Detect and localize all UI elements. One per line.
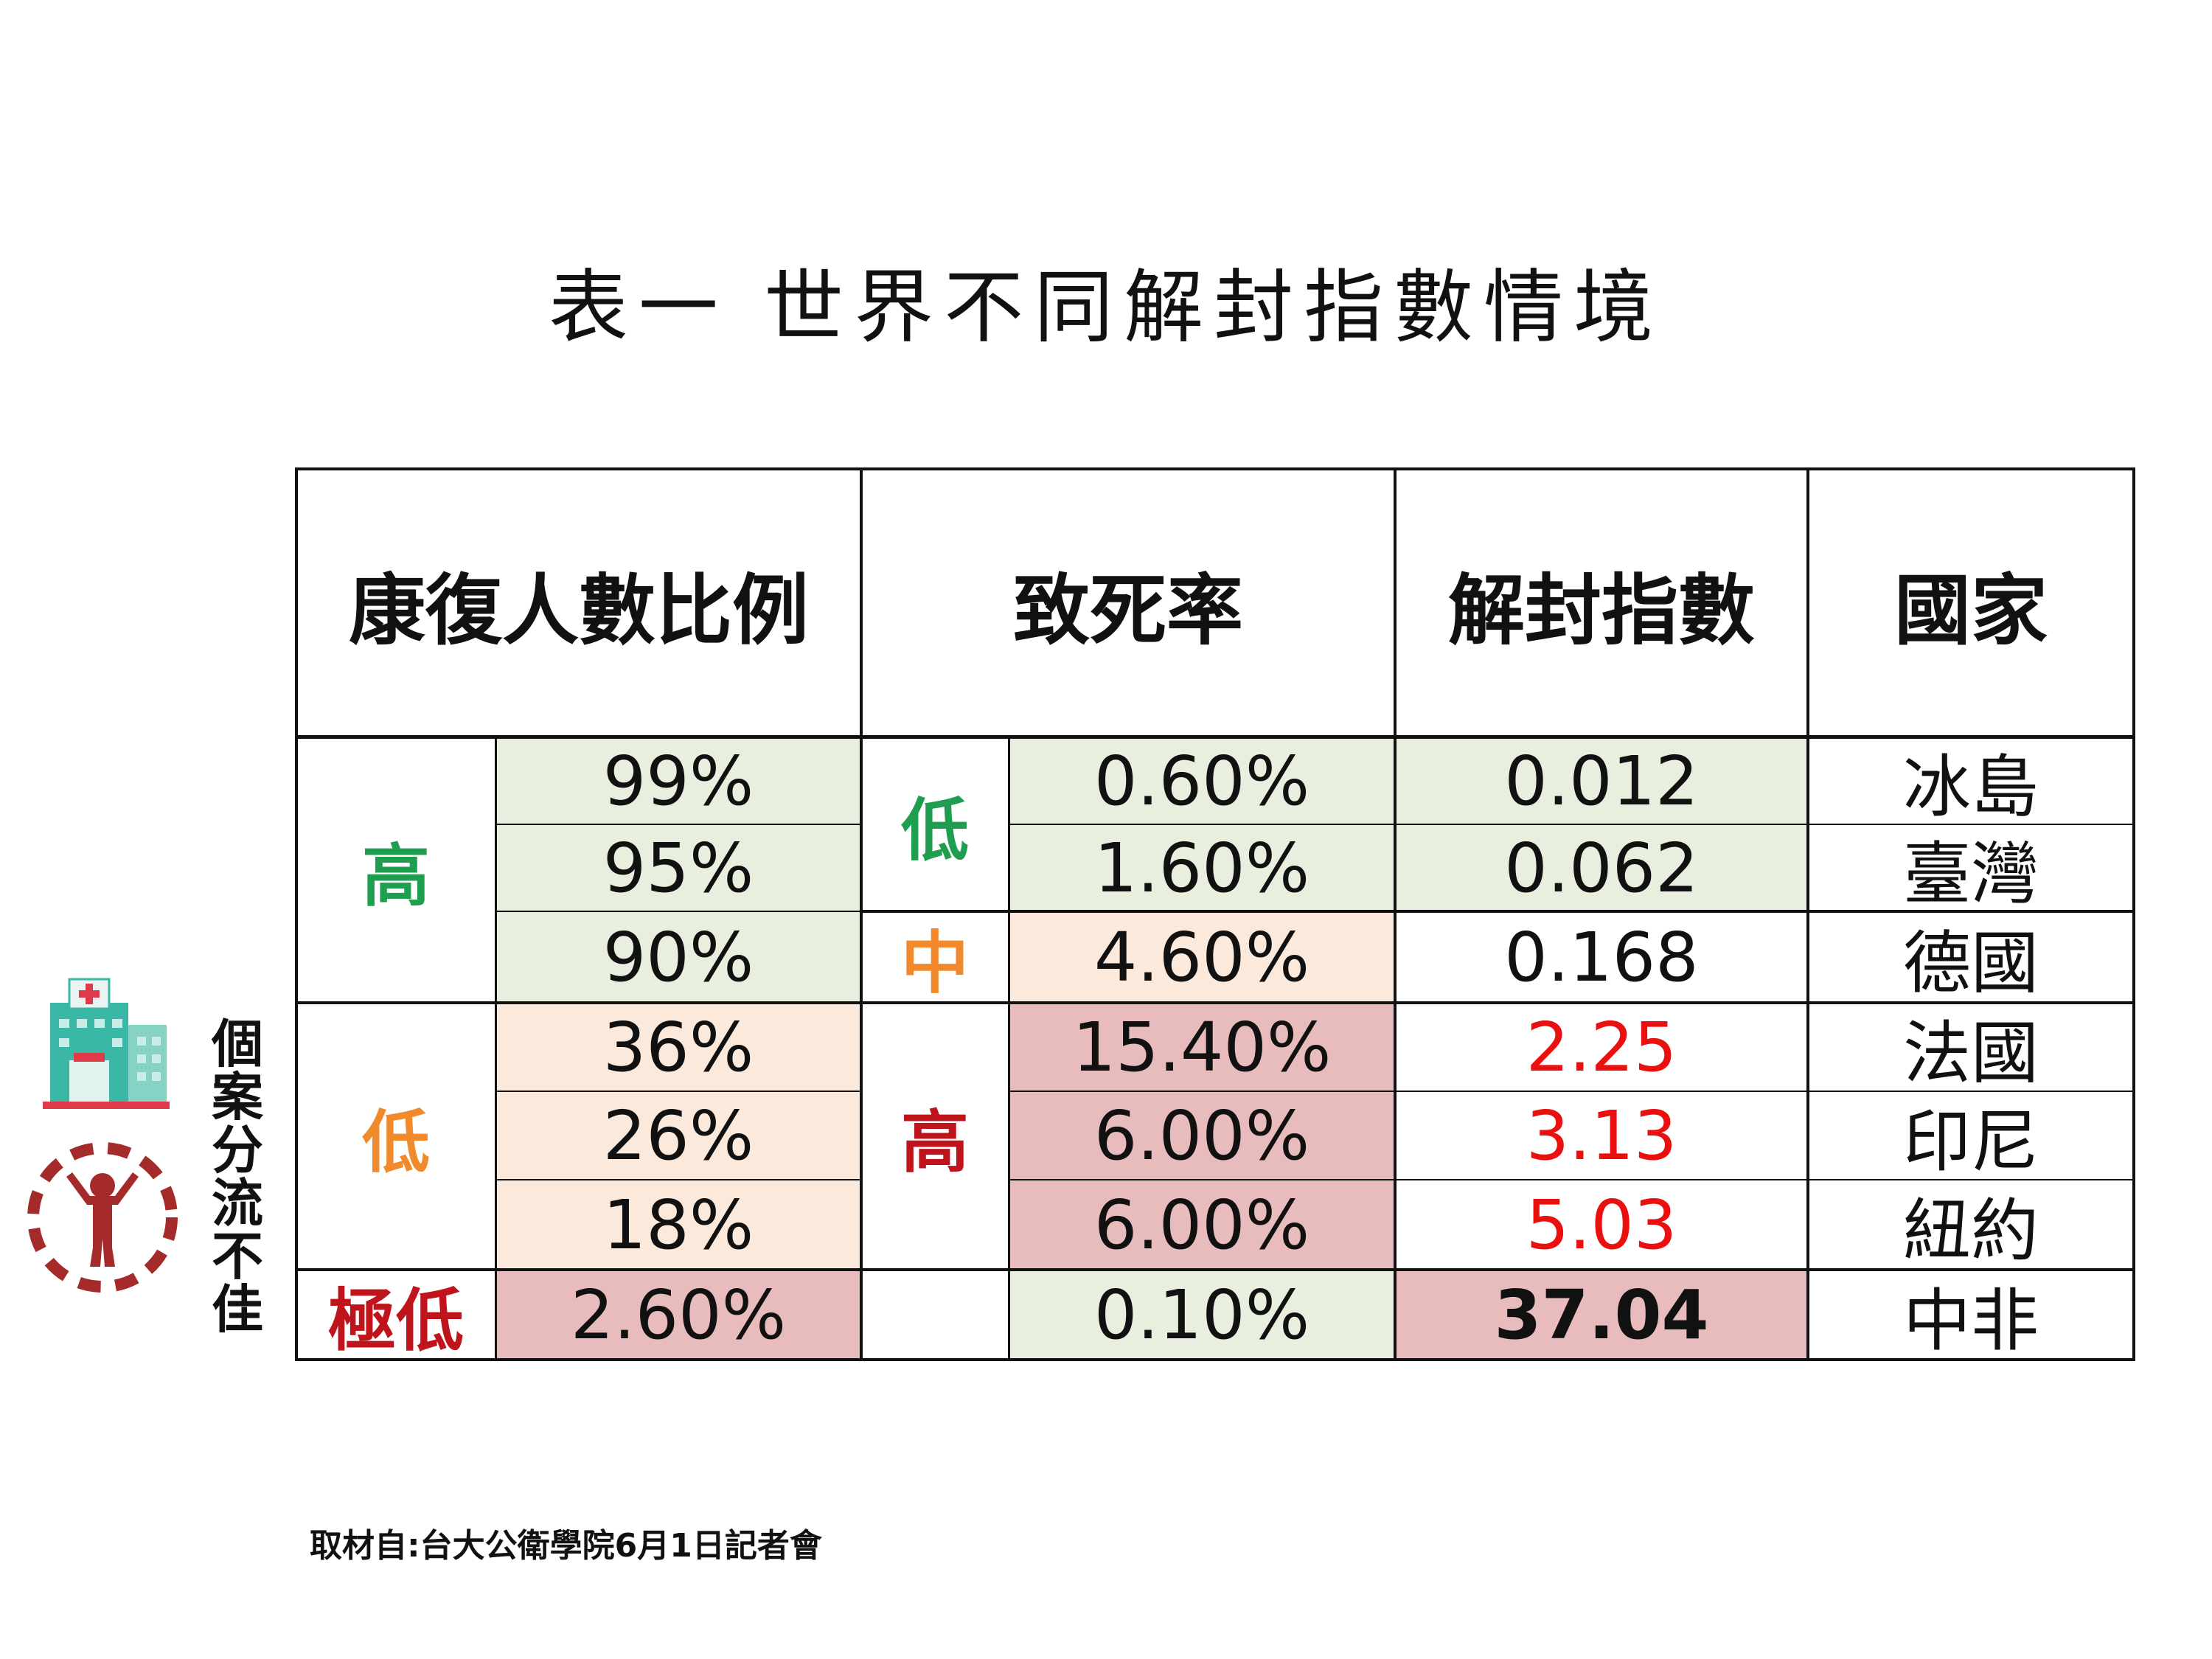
group-recovery-low: 低 [361,1102,430,1182]
table-cell-recovery: 2.60% [495,1270,861,1360]
table-cell-fatality: 15.40% [1009,1003,1395,1091]
table-cell-country: 紐約 [1902,1191,2039,1270]
hospital-icon [40,973,173,1113]
table-cell-index: 3.13 [1526,1096,1677,1175]
table-cell-fatality: 0.60% [1009,737,1395,824]
table-cell-country: 冰島 [1902,747,2039,827]
header-index: 解封指數 [1447,565,1755,655]
group-fatality-low: 低 [900,790,969,870]
header-country: 國家 [1893,565,2048,655]
table-cell-fatality: 1.60% [1009,824,1395,911]
group-fatality-high: 高 [900,1102,969,1182]
table-cell-fatality: 0.10% [1009,1270,1395,1360]
table-cell-country: 中非 [1902,1281,2039,1360]
table-cell-recovery: 36% [495,1003,861,1091]
table-cell-index: 5.03 [1526,1185,1677,1265]
table-cell-fatality: 6.00% [1009,1091,1395,1180]
header-recovery: 康復人數比例 [348,565,809,655]
table-cell-recovery: 90% [495,911,861,1003]
table-cell-index: 0.062 [1395,824,1808,911]
table-cell-recovery: 99% [495,737,861,824]
table-cell-index: 37.04 [1395,1270,1808,1360]
table-cell-fatality: 6.00% [1009,1180,1395,1270]
table-cell-index: 0.012 [1395,737,1808,824]
group-recovery-very-low: 極低 [327,1281,464,1360]
group-recovery-high: 高 [361,836,430,916]
table-cell-country: 法國 [1902,1013,2039,1093]
group-fatality-mid: 中 [900,923,969,1003]
table-cell-fatality: 4.60% [1009,911,1395,1003]
table-cell-recovery: 95% [495,824,861,911]
person-circle-icon [22,1137,183,1298]
table-cell-country: 印尼 [1902,1102,2039,1181]
page-title: 表一 世界不同解封指數情境 [548,262,1664,354]
table-cell-recovery: 18% [495,1180,861,1270]
table-cell-country: 德國 [1902,923,2039,1003]
table-cell-recovery: 26% [495,1091,861,1180]
table-cell-country: 臺灣 [1902,834,2039,914]
header-fatality: 致死率 [1012,565,1243,655]
side-note: 個 案 分 流 不 佳 [212,1014,263,1340]
source-note: 取材自:台大公衛學院6月1日記者會 [310,1527,822,1565]
table-cell-index: 2.25 [1526,1007,1677,1087]
table-cell-index: 0.168 [1504,917,1699,997]
